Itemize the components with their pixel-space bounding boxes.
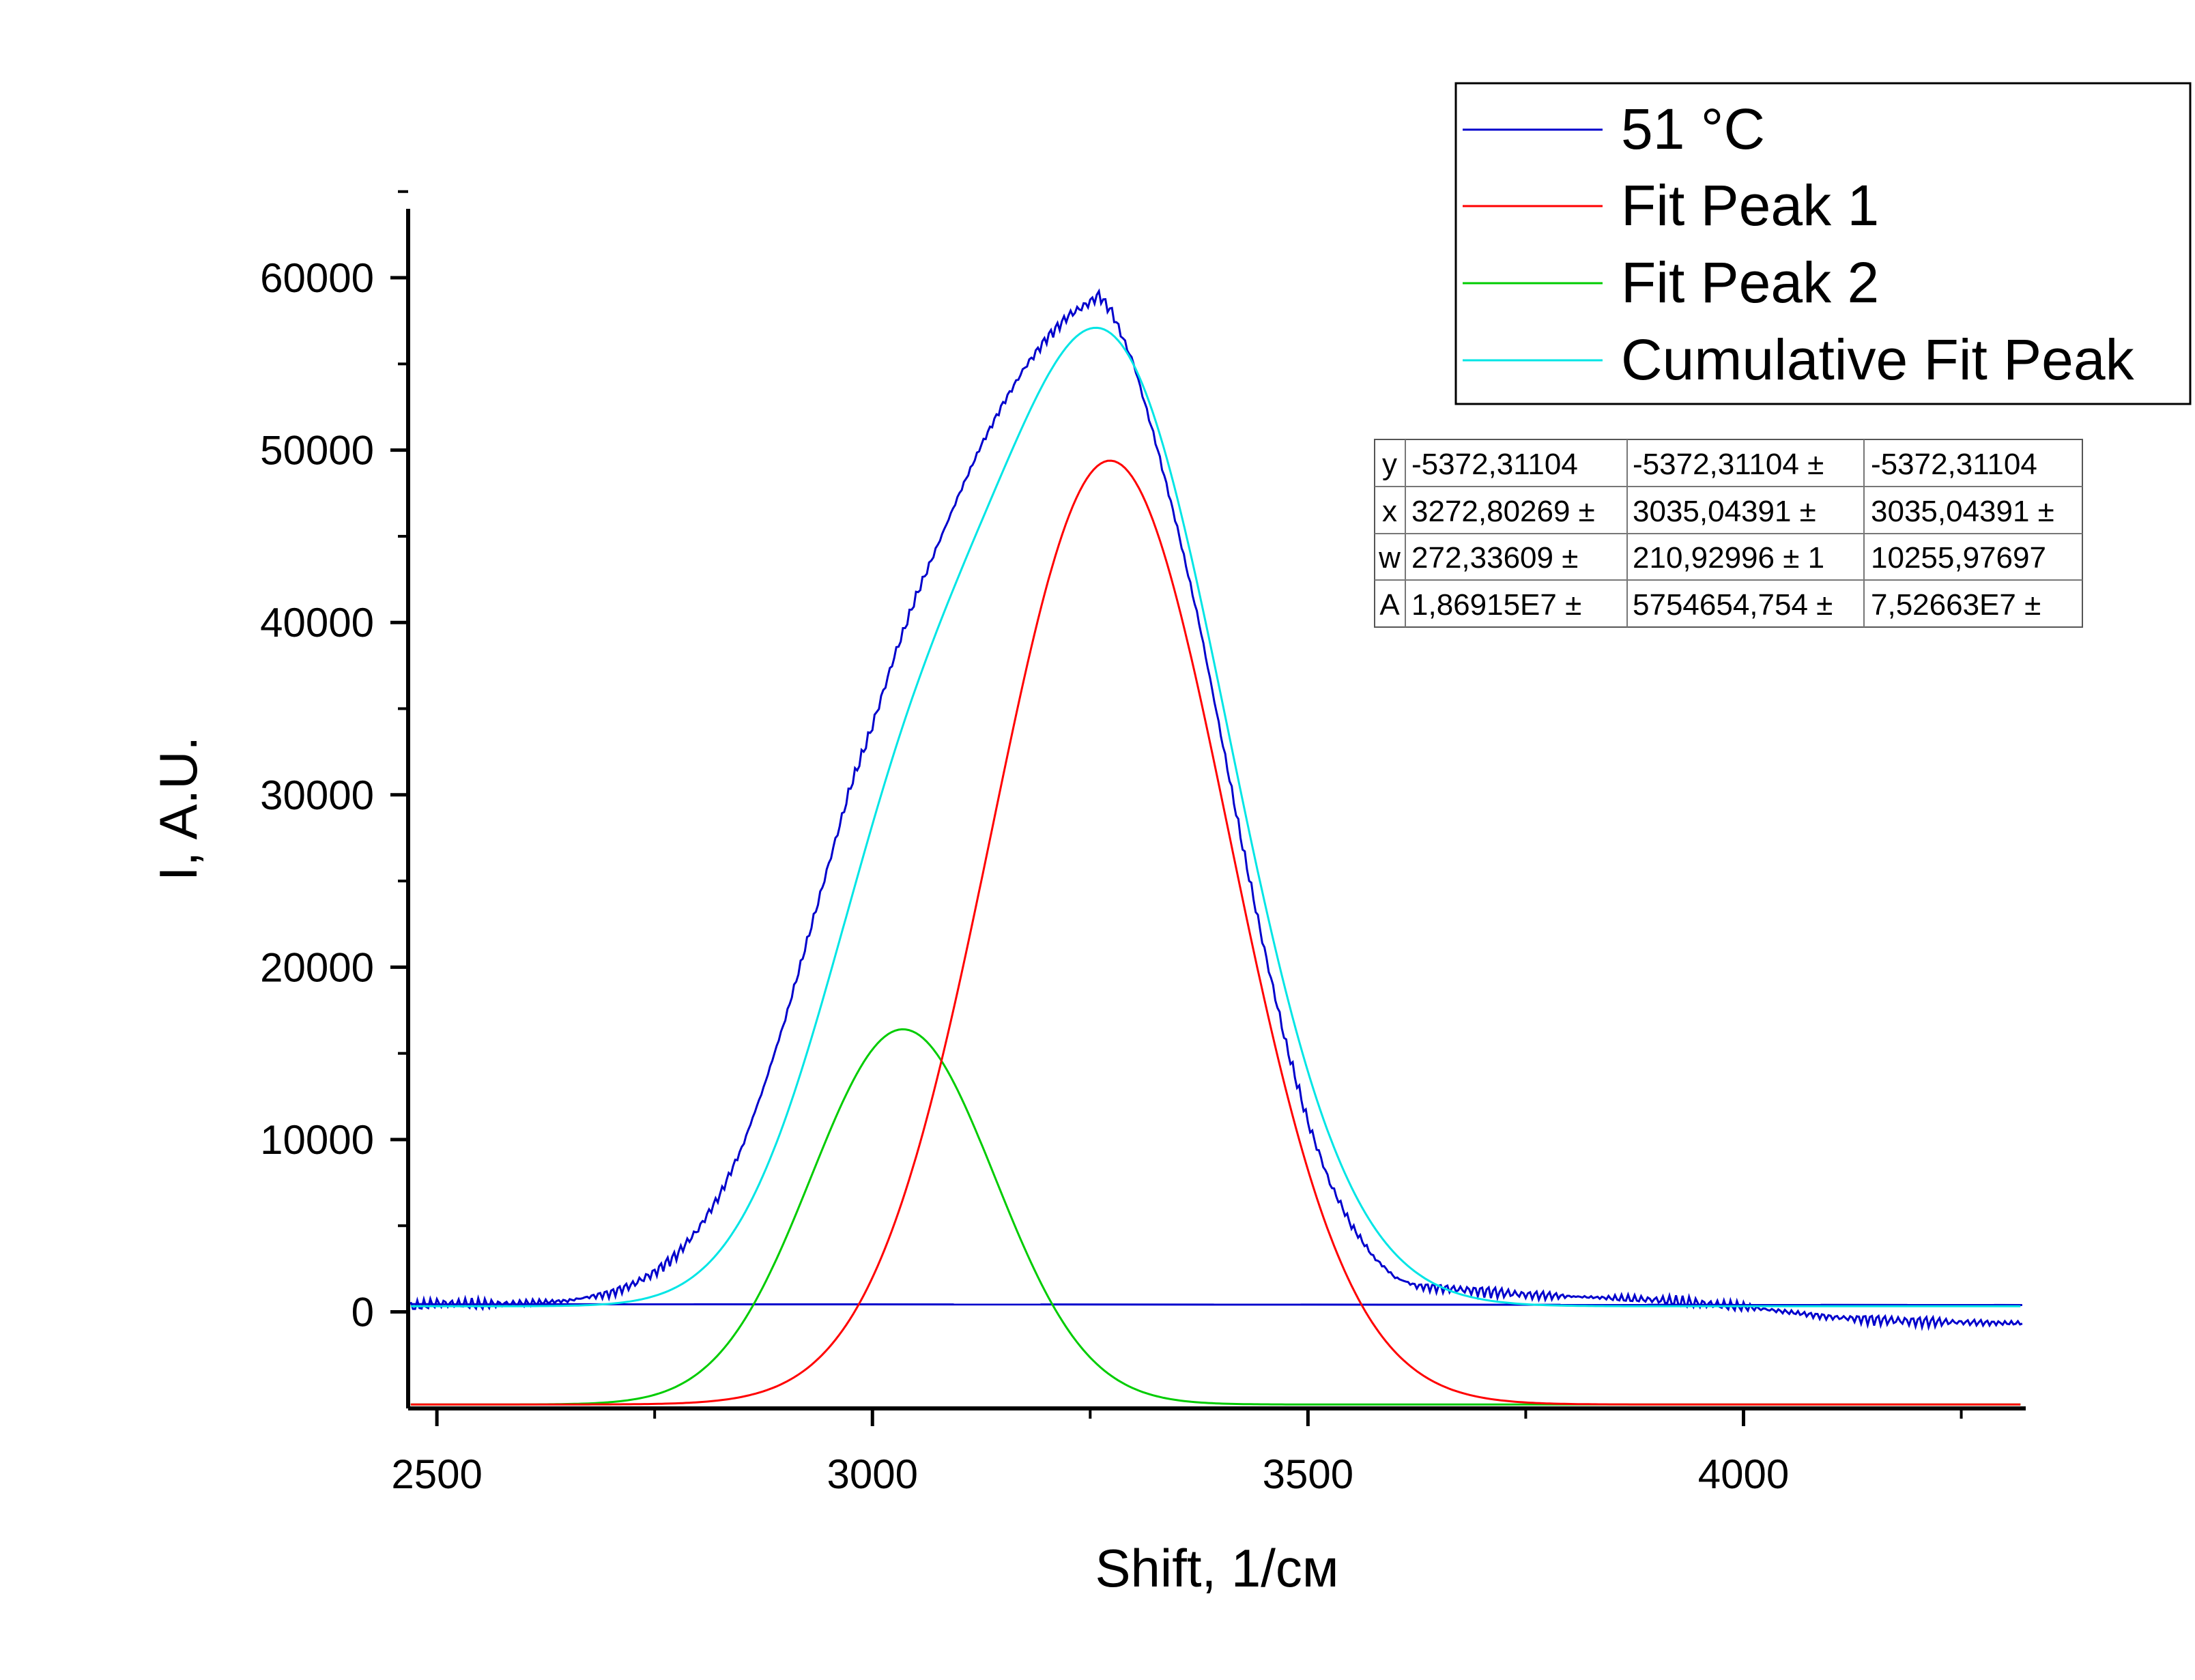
y-tick-label: 40000 xyxy=(260,600,374,646)
fit-parameters-table: y -5372,31104 -5372,31104 ± -5372,31104 x 327… xyxy=(1374,439,2083,628)
fit-table-cell: 7,52663E7 ± xyxy=(1871,588,2041,622)
y-ticks: 0 10000 20000 30000 40000 50000 60000 xyxy=(260,190,408,1335)
fit-table-cell: y xyxy=(1382,448,1397,481)
y-tick-label: 0 xyxy=(352,1290,374,1335)
y-tick-label: 60000 xyxy=(260,255,374,301)
curves-layer xyxy=(410,288,2023,1406)
legend-label-fit-peak-1: Fit Peak 1 xyxy=(1621,173,1879,237)
fit-table-cell: -5372,31104 ± xyxy=(1633,448,1824,481)
fit-table-cell: w xyxy=(1378,541,1401,575)
fit-table-cell: 5754654,754 ± xyxy=(1633,588,1833,622)
fit-table-cell: 272,33609 ± xyxy=(1411,541,1578,575)
y-axis-title: I, A.U. xyxy=(148,736,208,881)
y-tick-label: 20000 xyxy=(260,944,374,990)
fit-table-cell: -5372,31104 xyxy=(1411,448,1578,481)
y-tick-label: 50000 xyxy=(260,428,374,474)
fit-table-cells: y -5372,31104 -5372,31104 ± -5372,31104 x 327… xyxy=(1378,448,2054,622)
plot-area: 0 10000 20000 30000 40000 50000 60000 2500 3000… xyxy=(148,190,2026,1598)
x-tick-label: 2500 xyxy=(391,1451,482,1497)
x-tick-label: 3000 xyxy=(827,1451,918,1497)
legend-label-51c: 51 °C xyxy=(1621,97,1765,161)
baseline-line xyxy=(410,1303,2022,1306)
legend-label-cumulative: Cumulative Fit Peak xyxy=(1621,328,2135,392)
x-ticks: 2500 3000 3500 4000 xyxy=(391,1408,1963,1497)
fit-table-cell: 3272,80269 ± xyxy=(1411,495,1595,528)
x-axis-title: Shift, 1/см xyxy=(1095,1538,1338,1598)
fit-table-grid xyxy=(1375,439,2082,627)
fit-table-cell: 3035,04391 ± xyxy=(1633,495,1816,528)
series-fit-peak-2 xyxy=(410,1028,2021,1406)
fit-table-cell: A xyxy=(1379,588,1400,622)
legend-label-fit-peak-2: Fit Peak 2 xyxy=(1621,250,1879,315)
x-tick-label: 4000 xyxy=(1698,1451,1789,1497)
legend: 51 °C Fit Peak 1 Fit Peak 2 Cumulative F… xyxy=(1454,82,2192,405)
x-tick-label: 3500 xyxy=(1263,1451,1353,1497)
fit-table-cell: 3035,04391 ± xyxy=(1871,495,2054,528)
series-51c xyxy=(410,288,2023,1331)
series-cumulative-fit xyxy=(410,326,2021,1307)
fit-table-cell: 1,86915E7 ± xyxy=(1411,588,1581,622)
fit-table-cell: 210,92996 ± 1 xyxy=(1633,541,1824,575)
legend-box xyxy=(1454,82,2192,405)
series-fit-peak-1 xyxy=(410,459,2021,1406)
y-tick-label: 10000 xyxy=(260,1117,374,1163)
fit-table-cell: x xyxy=(1382,495,1397,528)
y-tick-label: 30000 xyxy=(260,772,374,818)
fit-table-cell: 10255,97697 xyxy=(1871,541,2046,575)
fit-table-cell: -5372,31104 xyxy=(1871,448,2037,481)
